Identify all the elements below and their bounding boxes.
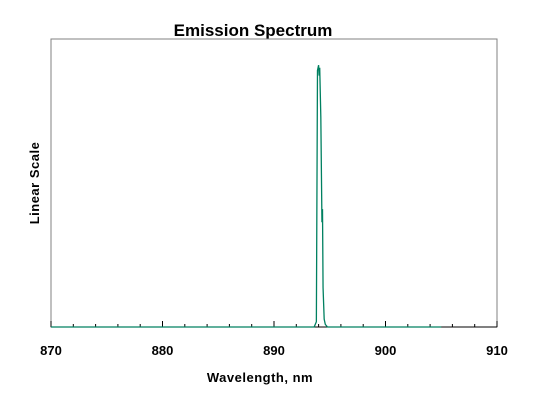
x-tick-label: 910 (486, 343, 508, 358)
x-tick-label: 870 (40, 343, 62, 358)
spectrum-line (51, 65, 442, 328)
y-axis-label: Linear Scale (27, 142, 42, 225)
x-tick-label: 890 (263, 343, 285, 358)
x-axis-tick-labels: 870 880 890 900 910 (40, 343, 508, 358)
x-axis-label: Wavelength, nm (207, 370, 313, 385)
plot-frame (50, 38, 498, 328)
chart-title: Emission Spectrum (174, 21, 333, 40)
x-tick-label: 900 (375, 343, 397, 358)
x-tick-label: 880 (152, 343, 174, 358)
